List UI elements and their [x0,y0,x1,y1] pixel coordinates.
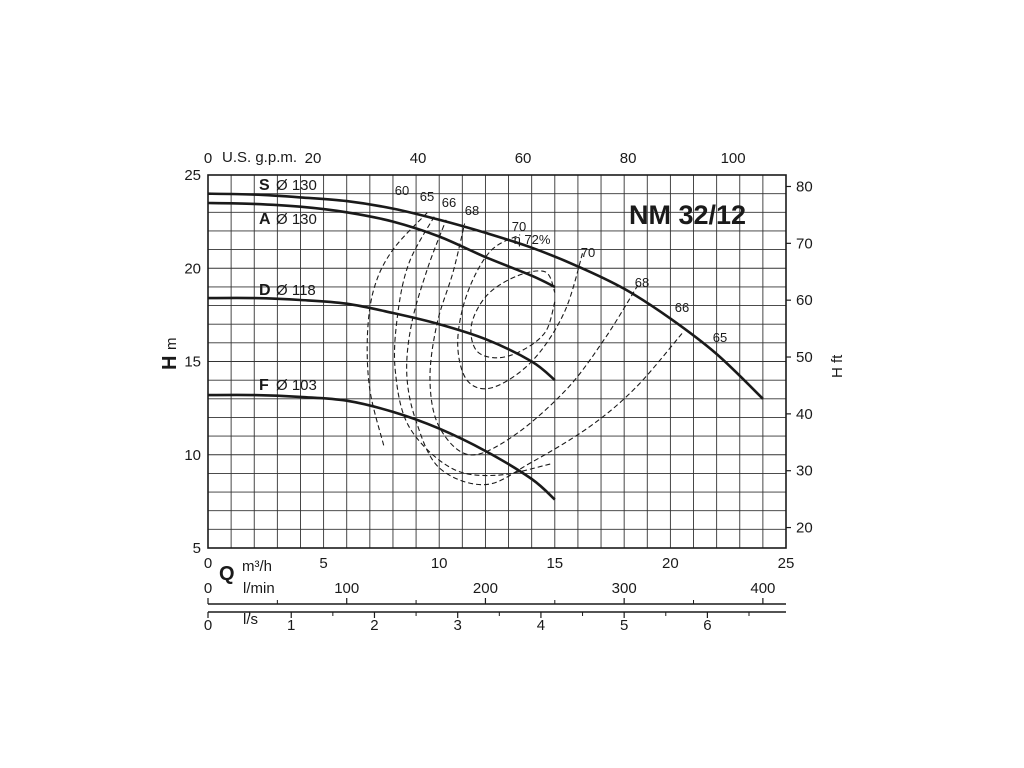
left-axis-letter: H [159,356,181,370]
bottom-tick-label: 10 [431,555,448,572]
right-tick-label: 30 [796,463,813,480]
left-tick-label: 10 [184,447,201,464]
efficiency-label: 65 [713,330,727,345]
curve-label-F: F [259,377,269,394]
lmin-tick-label: 0 [204,580,212,597]
curve-label-S: S [259,177,270,194]
bottom-tick-label: 15 [546,555,563,572]
left-axis-ticks: 5 10 15 20 25 [184,167,201,557]
efficiency-label: 66 [442,195,456,210]
lmin-tick-label: 300 [612,580,637,597]
efficiency-label: 68 [465,203,479,218]
left-tick-label: 20 [184,260,201,277]
top-axis-unit: U.S. g.p.m. [222,149,297,166]
grid [208,175,786,548]
top-tick-label: 80 [620,150,637,167]
bottom-tick-label: 20 [662,555,679,572]
curve-A [207,201,556,289]
efficiency-contour-72 [470,270,556,359]
lmin-tick-label: 400 [750,580,775,597]
efficiency-contour-70 [457,234,584,390]
left-axis-title: H m [159,338,181,371]
top-axis-ticks: 0 20 40 60 80 100 [204,150,746,167]
right-tick-label: 70 [796,235,813,252]
bottom-tick-label: 25 [778,555,795,572]
curve-label-D: D [259,282,271,299]
top-tick-label: 40 [410,150,427,167]
efficiency-contour-60 [366,211,429,446]
efficiency-contour-65 [393,215,551,477]
ls-axis-label: l/s [243,611,258,628]
performance-curves [207,192,764,501]
model-title: NM 32/12 [629,200,746,230]
right-tick-label: 60 [796,292,813,309]
right-tick-label: 50 [796,349,813,366]
efficiency-contour-66 [406,219,683,486]
curve-diameter-A: Ø 130 [276,211,317,228]
lmin-axis-label: l/min [243,580,275,597]
efficiency-label: 68 [635,275,649,290]
ls-tick-label: 0 [204,617,212,634]
left-axis-unit: m [163,338,180,351]
efficiency-label: η 72% [514,232,551,247]
top-tick-label: 20 [305,150,322,167]
lmin-tick-label: 200 [473,580,498,597]
curve-S [207,192,764,400]
ls-tick-label: 3 [454,617,462,634]
curve-diameter-S: Ø 130 [276,177,317,194]
left-tick-label: 25 [184,167,201,184]
curve-label-A: A [259,211,271,228]
efficiency-contour-68 [429,223,639,456]
efficiency-label: 65 [420,189,434,204]
left-tick-label: 15 [184,354,201,371]
right-tick-label: 40 [796,406,813,423]
ls-axis-ticks: 0 1 2 3 4 5 6 [204,612,750,634]
ls-tick-label: 2 [370,617,378,634]
bottom-axis-ticks: 0 5 10 15 20 25 [204,555,795,572]
lmin-axis-ticks: 0 100 200 300 400 [204,580,775,604]
plot-frame [207,174,787,549]
efficiency-label: 66 [675,300,689,315]
right-tick-label: 20 [796,520,813,537]
lmin-tick-label: 100 [334,580,359,597]
curve-D [207,296,556,382]
top-tick-label: 60 [515,150,532,167]
curve-diameter-D: Ø 118 [276,282,316,299]
bottom-tick-label: 5 [319,555,327,572]
right-axis-ticks: 20 30 40 50 60 70 80 [786,178,813,537]
efficiency-label: 70 [512,219,526,234]
ls-tick-label: 4 [537,617,545,634]
x-axis-unit: m³/h [242,558,272,575]
right-tick-label: 80 [796,178,813,195]
ls-tick-label: 1 [287,617,295,634]
bottom-tick-label: 0 [204,555,212,572]
x-axis-letter: Q [219,563,235,585]
efficiency-label: 70 [581,245,595,260]
top-tick-label: 0 [204,150,212,167]
left-tick-label: 5 [193,540,201,557]
curve-F [207,393,556,501]
efficiency-label: 60 [395,183,409,198]
ls-tick-label: 6 [703,617,711,634]
curve-diameter-F: Ø 103 [276,377,317,394]
curve-labels: S Ø 130 A Ø 130 D Ø 118 F Ø 103 [259,177,317,394]
efficiency-contours [366,211,683,486]
right-axis-label: H ft [829,354,846,378]
ls-tick-label: 5 [620,617,628,634]
top-tick-label: 100 [721,150,746,167]
